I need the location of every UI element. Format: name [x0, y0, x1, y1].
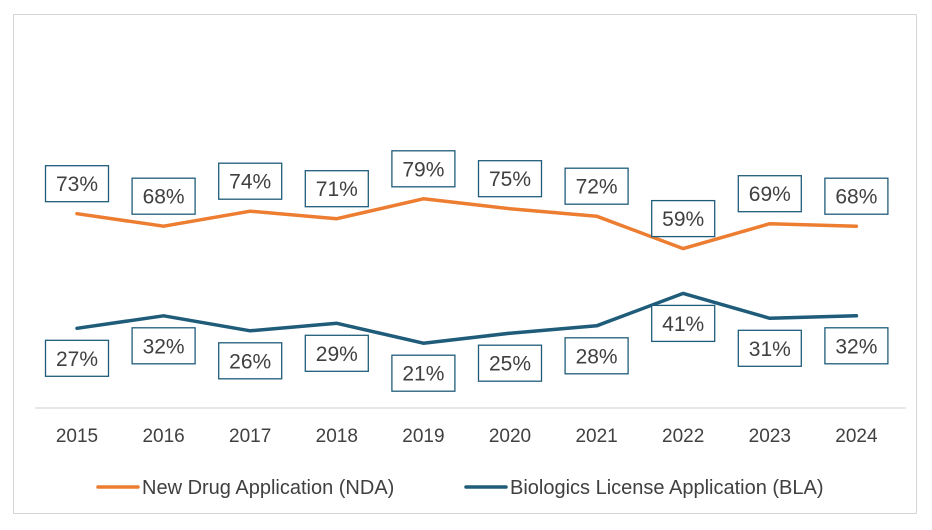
nda-data-label: 71%	[304, 170, 369, 208]
x-tick-label: 2019	[402, 426, 444, 447]
x-tick-label: 2015	[56, 426, 98, 447]
x-tick-label: 2022	[662, 426, 704, 447]
svg-text:79%: 79%	[402, 158, 444, 181]
bla-data-label: 28%	[564, 337, 629, 375]
svg-text:74%: 74%	[229, 171, 271, 194]
svg-text:27%: 27%	[56, 348, 98, 371]
x-tick-label: 2017	[229, 426, 271, 447]
svg-text:26%: 26%	[229, 350, 271, 373]
legend-item-nda: New Drug Application (NDA)	[96, 477, 394, 499]
bla-data-label: 27%	[44, 339, 110, 377]
svg-text:69%: 69%	[749, 183, 791, 206]
svg-text:32%: 32%	[143, 335, 185, 358]
svg-text:25%: 25%	[489, 353, 531, 376]
x-tick-label: 2016	[142, 426, 184, 447]
bla-series-line	[75, 291, 859, 345]
bla-data-label: 32%	[824, 327, 889, 365]
nda-data-label: 59%	[651, 199, 716, 238]
bla-data-label: 31%	[737, 329, 802, 367]
x-axis: 2015 2016 2017 2018 2019 2020 2021 2022 2023 2024	[35, 407, 906, 447]
nda-data-label: 69%	[737, 175, 802, 213]
bla-data-label: 26%	[218, 342, 283, 380]
nda-series-line	[75, 197, 859, 251]
data-labels: 73% 68% 74% 71% 79% 75% 72% 59% 69% 68% 27% 32% 26% 2…	[44, 150, 889, 392]
svg-text:59%: 59%	[662, 208, 704, 231]
bla-data-label: 25%	[477, 344, 543, 382]
svg-text:71%: 71%	[316, 178, 358, 201]
legend-item-bla: Biologics License Application (BLA)	[464, 477, 824, 499]
nda-data-label: 74%	[218, 162, 283, 200]
x-tick-label: 2018	[316, 426, 358, 447]
nda-data-label: 72%	[564, 167, 629, 205]
nda-data-label: 75%	[477, 160, 543, 198]
chart-frame	[13, 14, 917, 514]
svg-text:29%: 29%	[316, 343, 358, 366]
nda-data-label: 68%	[824, 177, 889, 215]
nda-data-label: 79%	[391, 150, 456, 188]
svg-text:21%: 21%	[402, 363, 444, 386]
bla-data-label: 41%	[651, 304, 716, 343]
bla-data-label: 21%	[391, 354, 456, 392]
bla-data-label: 29%	[304, 334, 369, 372]
svg-text:32%: 32%	[835, 335, 877, 358]
legend-label: New Drug Application (NDA)	[142, 477, 394, 499]
nda-data-label: 73%	[44, 165, 110, 203]
svg-text:28%: 28%	[576, 345, 618, 368]
svg-text:68%: 68%	[143, 186, 185, 209]
legend-label: Biologics License Application (BLA)	[510, 477, 824, 499]
svg-text:68%: 68%	[835, 186, 877, 209]
svg-text:75%: 75%	[489, 168, 531, 191]
x-tick-label: 2021	[575, 426, 617, 447]
svg-text:31%: 31%	[749, 338, 791, 361]
svg-text:73%: 73%	[56, 173, 98, 196]
x-tick-label: 2023	[749, 426, 791, 447]
svg-text:41%: 41%	[662, 313, 704, 336]
x-tick-label: 2020	[489, 426, 531, 447]
legend: New Drug Application (NDA) Biologics Lice…	[96, 477, 824, 499]
x-tick-label: 2024	[835, 426, 878, 447]
series-lines	[75, 197, 859, 345]
svg-text:72%: 72%	[576, 176, 618, 199]
bla-data-label: 32%	[131, 327, 196, 365]
nda-data-label: 68%	[131, 177, 196, 215]
